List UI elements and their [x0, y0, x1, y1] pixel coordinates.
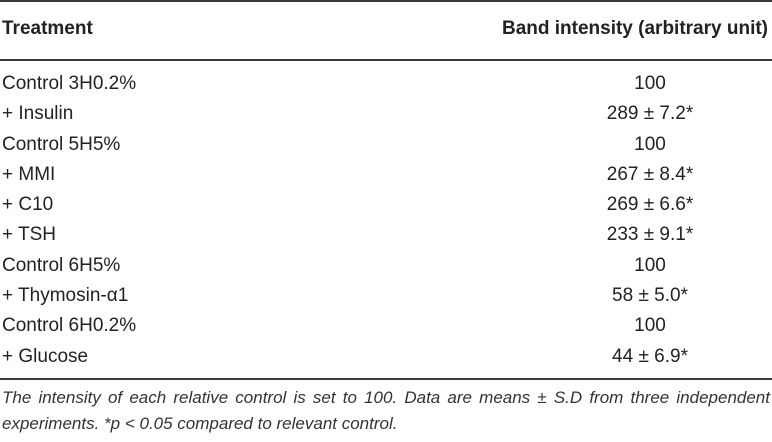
treatment-cell: + MMI: [2, 163, 56, 185]
treatment-cell: Control 3H0.2%: [2, 73, 137, 94]
treatment-cell: + TSH: [2, 224, 57, 246]
treatment-cell: Control 6H5%: [2, 254, 121, 276]
value-cell: 100: [634, 315, 666, 337]
table-row: + Glucose 44 ± 6.9*: [0, 343, 772, 373]
table-body: Control 3H0.2% 100 + Insulin 289 ± 7.2* …: [0, 70, 772, 373]
table-row: Control 6H0.2% 100: [0, 312, 772, 342]
table-row: Control 6H5% 100: [0, 252, 772, 282]
header-rule: [0, 59, 772, 61]
table-header: Treatment Band intensity (arbitrary unit…: [0, 0, 772, 59]
value-cell: 100: [634, 254, 666, 276]
treatment-cell: + C10: [2, 194, 54, 216]
table-row: + C10 269 ± 6.6*: [0, 191, 772, 221]
treatment-cell: + Thymosin-α1: [2, 285, 129, 307]
value-cell: 233 ± 9.1*: [606, 224, 694, 246]
treatment-cell: Control 6H0.2%: [2, 315, 137, 337]
value-cell: 267 ± 8.4*: [606, 163, 694, 185]
table-row: + Thymosin-α1 58 ± 5.0*: [0, 282, 772, 312]
header-band-intensity: Band intensity (arbitrary unit): [501, 18, 768, 39]
table-row: Control 5H5% 100: [0, 131, 772, 161]
table-row: + MMI 267 ± 8.4*: [0, 161, 772, 191]
top-rule: [0, 0, 772, 2]
value-cell: 100: [634, 133, 666, 155]
table-row: + TSH 233 ± 9.1*: [0, 221, 772, 251]
table-row: + Insulin 289 ± 7.2*: [0, 100, 772, 130]
treatment-cell: + Glucose: [2, 345, 89, 367]
value-cell: 58 ± 5.0*: [612, 285, 688, 307]
value-cell: 269 ± 6.6*: [606, 194, 694, 216]
value-cell: 289 ± 7.2*: [606, 103, 694, 125]
header-treatment: Treatment: [2, 18, 93, 39]
bottom-rule: [0, 378, 772, 380]
value-cell: 44 ± 6.9*: [612, 345, 688, 367]
treatment-cell: + Insulin: [2, 103, 74, 125]
table-footnote: The intensity of each relative control i…: [2, 388, 770, 433]
table-row: Control 3H0.2% 100: [0, 70, 772, 100]
treatment-cell: Control 5H5%: [2, 133, 121, 155]
value-cell: 100: [634, 73, 666, 94]
